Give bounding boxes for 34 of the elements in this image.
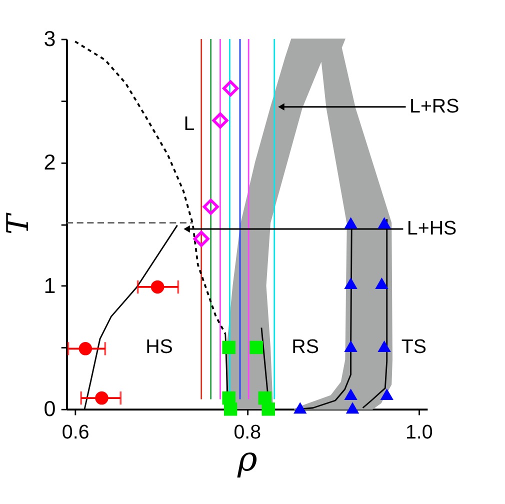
x-tick-label: 0.6 [62, 422, 90, 444]
y-tick-label: 1 [44, 274, 56, 298]
point [222, 340, 236, 354]
point [212, 112, 228, 128]
point [346, 402, 360, 414]
y-tick-label: 0 [44, 397, 56, 422]
point [344, 388, 358, 400]
annotation: L [184, 112, 195, 135]
x-tick-label: 1.0 [405, 422, 433, 444]
point [378, 217, 391, 229]
point [202, 198, 219, 215]
point [95, 391, 108, 405]
annotation: L+RS [410, 96, 460, 118]
y-tick-label: 2 [44, 150, 56, 174]
point [344, 217, 358, 229]
annotation: RS [292, 336, 319, 358]
annotation: TS [401, 336, 426, 358]
y-axis-title: T [0, 212, 36, 235]
point [262, 402, 275, 416]
point [375, 278, 388, 290]
annotation: HS [146, 336, 173, 358]
point [78, 342, 92, 356]
point [294, 402, 307, 414]
point [193, 230, 210, 247]
point [150, 280, 164, 294]
point [250, 340, 263, 354]
annotation: L+HS [406, 218, 457, 240]
point [344, 278, 358, 290]
point [224, 402, 238, 416]
point [380, 388, 394, 400]
point [378, 340, 391, 352]
point [222, 80, 239, 96]
y-tick-label: 3 [44, 27, 56, 52]
point [344, 340, 358, 352]
